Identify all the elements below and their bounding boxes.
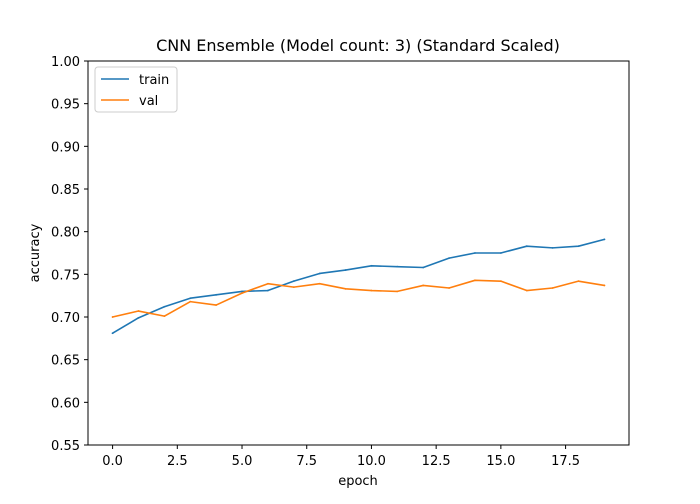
y-tick-label: 0.65 [51,354,80,369]
data-point-val [499,280,502,283]
data-point-train [344,269,347,271]
y-tick-label: 0.70 [51,311,80,326]
data-point-val [344,287,347,290]
chart-title: CNN Ensemble (Model count: 3) (Standard … [156,36,560,55]
data-point-train [551,246,554,249]
data-point-train [111,332,114,335]
legend-label-val: val [139,94,158,109]
y-tick-label: 0.90 [51,140,80,155]
data-point-val [241,292,243,295]
data-point-train [448,257,450,260]
data-point-train [241,290,243,293]
y-tick-label: 0.60 [51,396,80,411]
x-tick-label: 17.5 [551,454,580,469]
series-line-train [111,238,606,335]
series-line-val [111,279,606,318]
y-tick-label: 0.95 [51,98,80,113]
data-point-val [396,290,399,293]
data-point-train [318,272,321,275]
x-tick-label: 15.0 [486,454,515,469]
data-point-val [111,316,114,318]
data-point-train [215,293,218,296]
data-point-val [525,289,528,292]
data-point-val [551,287,554,289]
data-point-val [292,286,295,289]
y-axis-label: accuracy [28,223,43,282]
x-tick-label: 2.5 [167,454,188,469]
data-point-train [163,305,166,308]
data-point-train [370,264,373,267]
y-tick-label: 0.85 [51,183,80,198]
data-point-val [163,315,166,318]
x-tick-label: 10.0 [357,454,386,469]
data-point-train [267,289,269,292]
x-tick-label: 0.0 [102,454,123,469]
data-point-val [318,282,321,285]
data-point-train [189,297,192,300]
x-tick-label: 12.5 [422,454,451,469]
data-point-val [474,279,476,282]
data-point-val [577,280,580,283]
data-point-val [422,284,425,287]
x-axis-ticks: 0.0 2.5 5.0 7.5 10.0 12.5 15.0 17.5 [102,445,580,469]
data-point-val [370,289,373,292]
y-tick-label: 0.75 [51,268,80,283]
data-point-val [215,304,218,306]
data-point-train [525,245,528,248]
data-point-train [474,252,476,254]
series-lines [111,238,606,335]
legend-label-train: train [139,73,169,88]
data-point-train [577,245,580,248]
data-point-train [603,238,606,241]
data-point-train [292,280,295,283]
data-point-train [396,265,399,268]
data-point-train [137,316,140,319]
data-point-train [422,266,425,269]
y-axis-ticks: 0.55 0.60 0.65 0.70 0.75 0.80 0.85 0.90 0.95 1.00 [51,55,88,454]
x-tick-label: 7.5 [296,454,317,469]
legend: train val [94,66,178,113]
data-point-val [137,310,140,312]
plot-area-frame [87,60,630,446]
y-tick-label: 0.55 [51,439,80,454]
y-tick-label: 1.00 [51,55,80,70]
data-point-val [603,284,606,287]
x-tick-label: 5.0 [232,454,253,469]
x-axis-label: epoch [338,474,378,489]
data-point-train [499,252,502,254]
data-point-val [448,287,450,289]
data-point-val [267,282,269,285]
y-tick-label: 0.80 [51,226,80,241]
data-point-val [189,300,192,303]
